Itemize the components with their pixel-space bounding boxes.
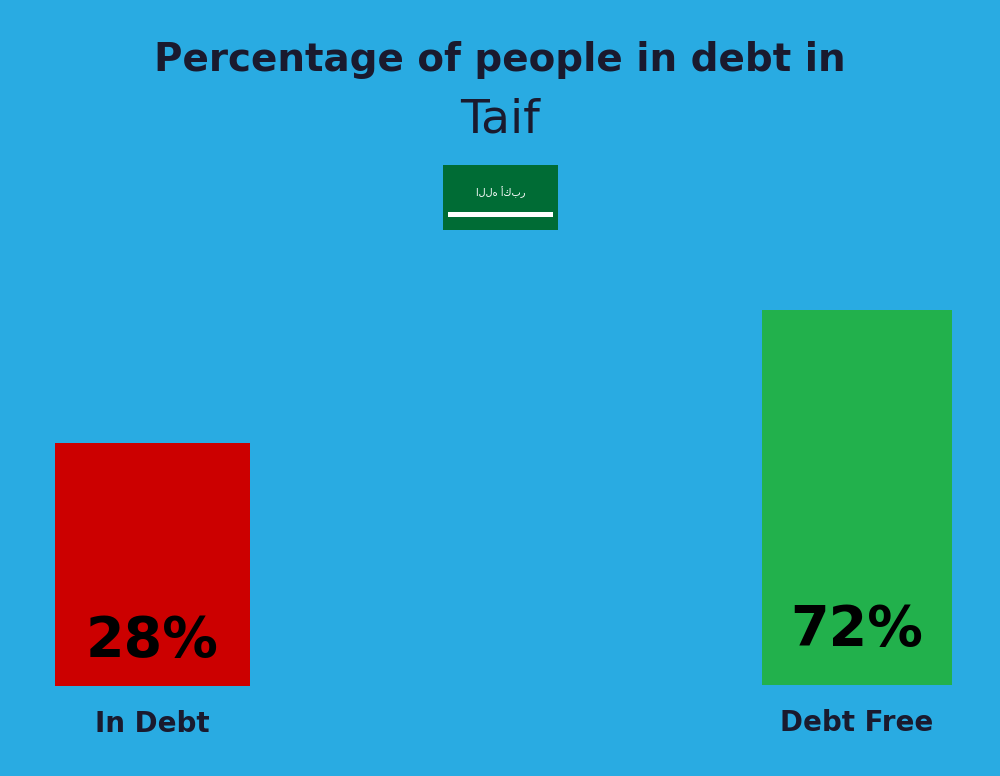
FancyBboxPatch shape xyxy=(448,212,553,217)
FancyBboxPatch shape xyxy=(55,443,250,686)
FancyBboxPatch shape xyxy=(443,165,558,230)
FancyBboxPatch shape xyxy=(762,310,952,685)
Text: In Debt: In Debt xyxy=(95,710,210,738)
Text: 28%: 28% xyxy=(86,614,219,668)
Text: 72%: 72% xyxy=(791,603,923,657)
Text: Percentage of people in debt in: Percentage of people in debt in xyxy=(154,41,846,79)
Text: Taif: Taif xyxy=(460,98,540,143)
Text: Debt Free: Debt Free xyxy=(780,709,934,737)
Text: الله أكبر: الله أكبر xyxy=(476,186,525,199)
